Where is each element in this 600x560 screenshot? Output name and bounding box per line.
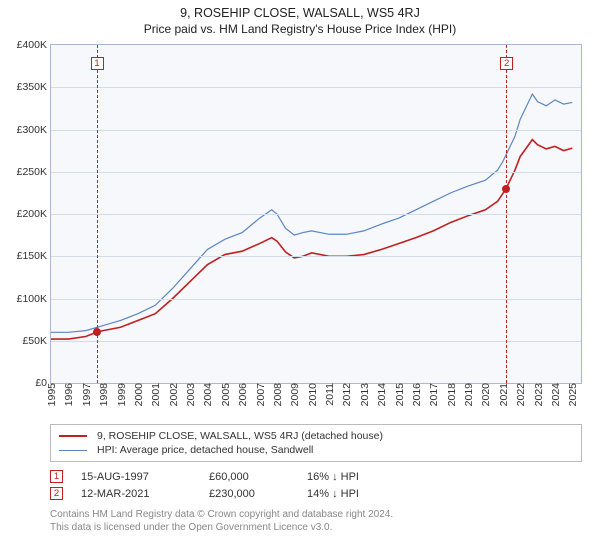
footnotes: 1 15-AUG-1997 £60,000 16% ↓ HPI 2 12-MAR… bbox=[50, 468, 582, 502]
series-line-property bbox=[51, 140, 572, 339]
footnote-row-1: 1 15-AUG-1997 £60,000 16% ↓ HPI bbox=[50, 468, 582, 485]
x-axis-label: 2018 bbox=[444, 383, 458, 406]
sale-marker-box: 2 bbox=[500, 57, 513, 70]
x-axis-label: 2020 bbox=[478, 383, 492, 406]
x-axis-label: 1998 bbox=[96, 383, 110, 406]
x-axis-label: 2010 bbox=[305, 383, 319, 406]
x-axis-label: 2016 bbox=[409, 383, 423, 406]
y-axis-label: £200K bbox=[17, 208, 51, 220]
x-axis-label: 1995 bbox=[44, 383, 58, 406]
legend-item-property: 9, ROSEHIP CLOSE, WALSALL, WS5 4RJ (deta… bbox=[59, 429, 573, 443]
legend-swatch-property bbox=[59, 435, 87, 437]
x-axis-label: 2011 bbox=[322, 383, 336, 406]
legend-swatch-hpi bbox=[59, 450, 87, 451]
x-axis-label: 2021 bbox=[496, 383, 510, 406]
x-axis-label: 2003 bbox=[183, 383, 197, 406]
footnote-marker-2: 2 bbox=[50, 487, 63, 500]
legend: 9, ROSEHIP CLOSE, WALSALL, WS5 4RJ (deta… bbox=[50, 424, 582, 462]
gridline bbox=[51, 130, 581, 131]
footnote-row-2: 2 12-MAR-2021 £230,000 14% ↓ HPI bbox=[50, 485, 582, 502]
sale-vline bbox=[506, 45, 507, 383]
chart-plot-area: £0£50K£100K£150K£200K£250K£300K£350K£400… bbox=[50, 44, 582, 384]
sale-marker-box: 1 bbox=[91, 57, 104, 70]
gridline bbox=[51, 341, 581, 342]
x-axis-label: 2024 bbox=[548, 383, 562, 406]
x-axis-label: 2023 bbox=[531, 383, 545, 406]
credit-line-2: This data is licensed under the Open Gov… bbox=[50, 521, 582, 534]
y-axis-label: £50K bbox=[22, 335, 51, 347]
footnote-delta-2: 14% ↓ HPI bbox=[307, 488, 359, 500]
page-subtitle: Price paid vs. HM Land Registry's House … bbox=[10, 22, 590, 36]
y-axis-label: £400K bbox=[17, 39, 51, 51]
gridline bbox=[51, 87, 581, 88]
page-title: 9, ROSEHIP CLOSE, WALSALL, WS5 4RJ bbox=[10, 6, 590, 20]
y-axis-label: £350K bbox=[17, 81, 51, 93]
x-axis-label: 2009 bbox=[287, 383, 301, 406]
x-axis-label: 2012 bbox=[339, 383, 353, 406]
y-axis-label: £250K bbox=[17, 166, 51, 178]
x-axis-label: 2005 bbox=[218, 383, 232, 406]
credit-text: Contains HM Land Registry data © Crown c… bbox=[50, 508, 582, 534]
x-axis-label: 2004 bbox=[200, 383, 214, 406]
gridline bbox=[51, 256, 581, 257]
credit-line-1: Contains HM Land Registry data © Crown c… bbox=[50, 508, 582, 521]
x-axis-label: 2002 bbox=[166, 383, 180, 406]
footnote-date-2: 12-MAR-2021 bbox=[81, 488, 191, 500]
x-axis-label: 2007 bbox=[253, 383, 267, 406]
legend-label-property: 9, ROSEHIP CLOSE, WALSALL, WS5 4RJ (deta… bbox=[97, 430, 383, 442]
x-axis-label: 2022 bbox=[513, 383, 527, 406]
x-axis-label: 1996 bbox=[61, 383, 75, 406]
x-axis-label: 2019 bbox=[461, 383, 475, 406]
footnote-price-2: £230,000 bbox=[209, 488, 289, 500]
y-axis-label: £300K bbox=[17, 124, 51, 136]
x-axis-label: 2025 bbox=[565, 383, 579, 406]
footnote-price-1: £60,000 bbox=[209, 471, 289, 483]
x-axis-label: 2017 bbox=[426, 383, 440, 406]
x-axis-label: 1997 bbox=[79, 383, 93, 406]
gridline bbox=[51, 172, 581, 173]
legend-label-hpi: HPI: Average price, detached house, Sand… bbox=[97, 444, 313, 456]
gridline bbox=[51, 214, 581, 215]
x-axis-label: 2001 bbox=[148, 383, 162, 406]
y-axis-label: £150K bbox=[17, 250, 51, 262]
sale-dot bbox=[93, 328, 101, 336]
legend-item-hpi: HPI: Average price, detached house, Sand… bbox=[59, 443, 573, 457]
footnote-date-1: 15-AUG-1997 bbox=[81, 471, 191, 483]
x-axis-label: 2015 bbox=[392, 383, 406, 406]
x-axis-label: 2013 bbox=[357, 383, 371, 406]
x-axis-label: 2000 bbox=[131, 383, 145, 406]
sale-dot bbox=[502, 185, 510, 193]
x-axis-label: 2008 bbox=[270, 383, 284, 406]
footnote-marker-1: 1 bbox=[50, 470, 63, 483]
x-axis-label: 2014 bbox=[374, 383, 388, 406]
x-axis-label: 2006 bbox=[235, 383, 249, 406]
x-axis-label: 1999 bbox=[114, 383, 128, 406]
gridline bbox=[51, 299, 581, 300]
footnote-delta-1: 16% ↓ HPI bbox=[307, 471, 359, 483]
chart-container: 9, ROSEHIP CLOSE, WALSALL, WS5 4RJ Price… bbox=[0, 0, 600, 560]
y-axis-label: £100K bbox=[17, 293, 51, 305]
